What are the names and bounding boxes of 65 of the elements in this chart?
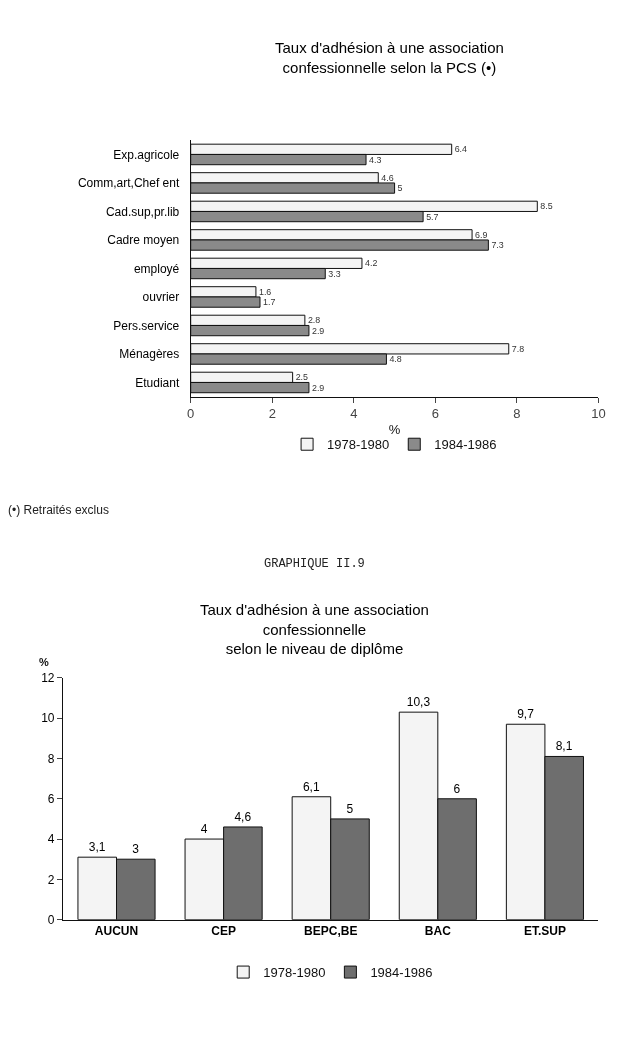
y-tick-label: Etudiant	[135, 375, 180, 390]
data-label: 6,1	[302, 779, 320, 794]
y-tick-label: 6	[47, 791, 55, 806]
y-tick-label: Exp.agricole	[113, 147, 180, 162]
x-tick-label: 8	[513, 406, 521, 422]
y-tick-label: ouvrier	[142, 290, 180, 305]
x-tick-label: 6	[431, 406, 439, 422]
data-label: 3	[132, 842, 140, 857]
data-label: 10,3	[406, 695, 431, 710]
data-label: 2.9	[311, 325, 325, 336]
y-axis-title: %	[39, 656, 49, 668]
data-label: 7.3	[491, 240, 504, 251]
x-tick-label: 0	[187, 406, 195, 422]
x-tick-label: CEP	[211, 924, 236, 939]
data-label: 4.6	[381, 172, 394, 183]
data-label: 2.8	[307, 315, 321, 326]
chart-title: Taux d'adhésion à une association confessionnelle selon la PCS (•)	[275, 39, 504, 76]
x-tick-label: 10	[591, 406, 606, 422]
y-tick-label: employé	[133, 261, 180, 276]
data-label: 4.2	[364, 258, 378, 269]
data-label: 3,1	[88, 840, 106, 855]
data-label: 4.3	[369, 154, 382, 165]
x-axis-title: %	[388, 421, 401, 437]
text: GRAPHIQUE II.9	[264, 557, 365, 571]
data-label: 6.9	[475, 229, 488, 240]
data-label: 4,6	[234, 809, 252, 824]
y-tick-label: Cadre moyen	[107, 233, 180, 248]
data-label: 1.7	[263, 297, 276, 308]
data-label: 5	[397, 183, 403, 194]
y-tick-label: 8	[47, 751, 55, 766]
data-label: 7.8	[511, 343, 525, 354]
x-tick-label: ET.SUP	[523, 924, 566, 939]
data-label: 1.6	[258, 286, 272, 297]
data-label: 8.5	[540, 201, 553, 212]
data-label: 6	[453, 781, 461, 796]
y-tick-label: 2	[47, 872, 55, 887]
data-label: 5	[346, 801, 354, 816]
x-tick-label: BEPC,BE	[304, 924, 358, 939]
y-tick-label: Comm,art,Chef ent	[77, 176, 180, 191]
data-label: 2.9	[311, 382, 325, 393]
y-tick-label: 4	[47, 832, 55, 847]
data-label: 4	[200, 822, 208, 837]
x-tick-label: 2	[268, 406, 276, 422]
y-tick-label: 0	[47, 912, 55, 927]
data-label: 6.4	[454, 144, 468, 155]
x-tick-label: BAC	[424, 924, 452, 939]
y-tick-label: 10	[41, 711, 55, 726]
x-tick-label: 4	[350, 406, 358, 422]
legend-label: 1978-1980	[263, 965, 326, 981]
data-label: 2.5	[295, 372, 309, 383]
legend-label: 1984-1986	[434, 437, 497, 453]
y-tick-label: Pers.service	[113, 318, 180, 333]
y-tick-label: Ménagères	[119, 347, 180, 362]
legend-label: 1978-1980	[327, 437, 390, 453]
data-label: 4.8	[389, 354, 402, 365]
data-label: 3.3	[328, 268, 341, 279]
y-tick-label: 12	[41, 671, 55, 686]
y-tick-label: Cad.sup,pr.lib	[105, 204, 180, 219]
data-label: 9,7	[517, 707, 535, 722]
text: (•) Retraités exclus	[8, 503, 109, 517]
data-label: 5.7	[426, 211, 439, 222]
x-tick-label: AUCUN	[94, 924, 139, 939]
data-label: 8,1	[555, 739, 573, 754]
chart-title: Taux d'adhésion à une association confessionnelle selon le niveau de diplôme	[200, 601, 429, 657]
legend-label: 1984-1986	[370, 965, 433, 981]
